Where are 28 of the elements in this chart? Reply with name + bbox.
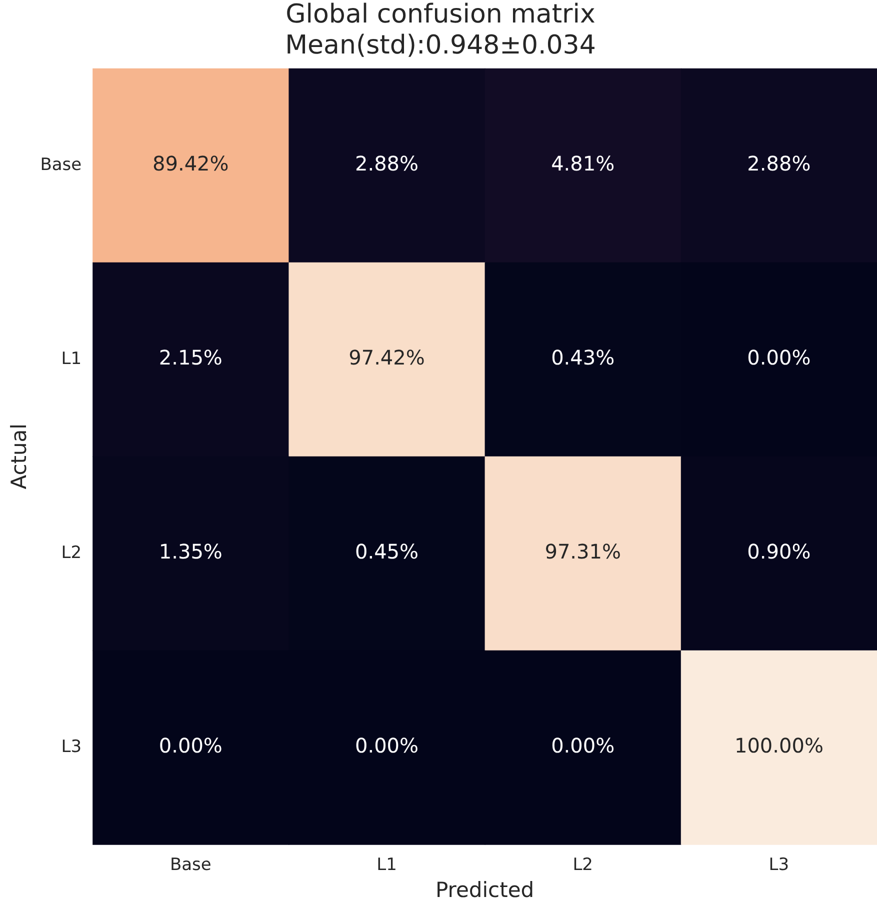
y-tick-label: Base (40, 154, 82, 175)
x-tick-label: L2 (572, 855, 593, 876)
data-label: 0.00% (747, 346, 811, 370)
data-label: 0.00% (158, 734, 222, 758)
data-label: 2.15% (158, 346, 222, 370)
data-label: 0.45% (354, 540, 419, 564)
data-label: 100.00% (734, 734, 824, 758)
data-label: 0.00% (551, 734, 615, 758)
y-tick-label: L2 (61, 542, 82, 563)
data-label: 97.42% (348, 346, 425, 370)
data-label: 1.35% (158, 540, 222, 564)
data-label: 97.31% (544, 540, 621, 564)
x-tick-label: L3 (768, 855, 790, 876)
y-axis-title: Actual (7, 424, 32, 490)
data-label: 0.00% (354, 734, 419, 758)
chart-title: Global confusion matrix (286, 0, 596, 30)
x-axis-title: Predicted (436, 878, 534, 902)
data-label: 0.90% (747, 540, 811, 564)
y-tick-label: L1 (61, 348, 82, 369)
y-tick-label: L3 (61, 736, 82, 757)
chart-subtitle: Mean(std):0.948±0.034 (285, 30, 596, 61)
data-label: 2.88% (354, 152, 419, 176)
data-label: 4.81% (551, 152, 615, 176)
data-label: 89.42% (152, 152, 229, 176)
x-tick-label: L1 (376, 855, 397, 876)
x-tick-label: Base (170, 855, 212, 876)
data-label: 0.43% (551, 346, 615, 370)
data-label: 2.88% (747, 152, 811, 176)
